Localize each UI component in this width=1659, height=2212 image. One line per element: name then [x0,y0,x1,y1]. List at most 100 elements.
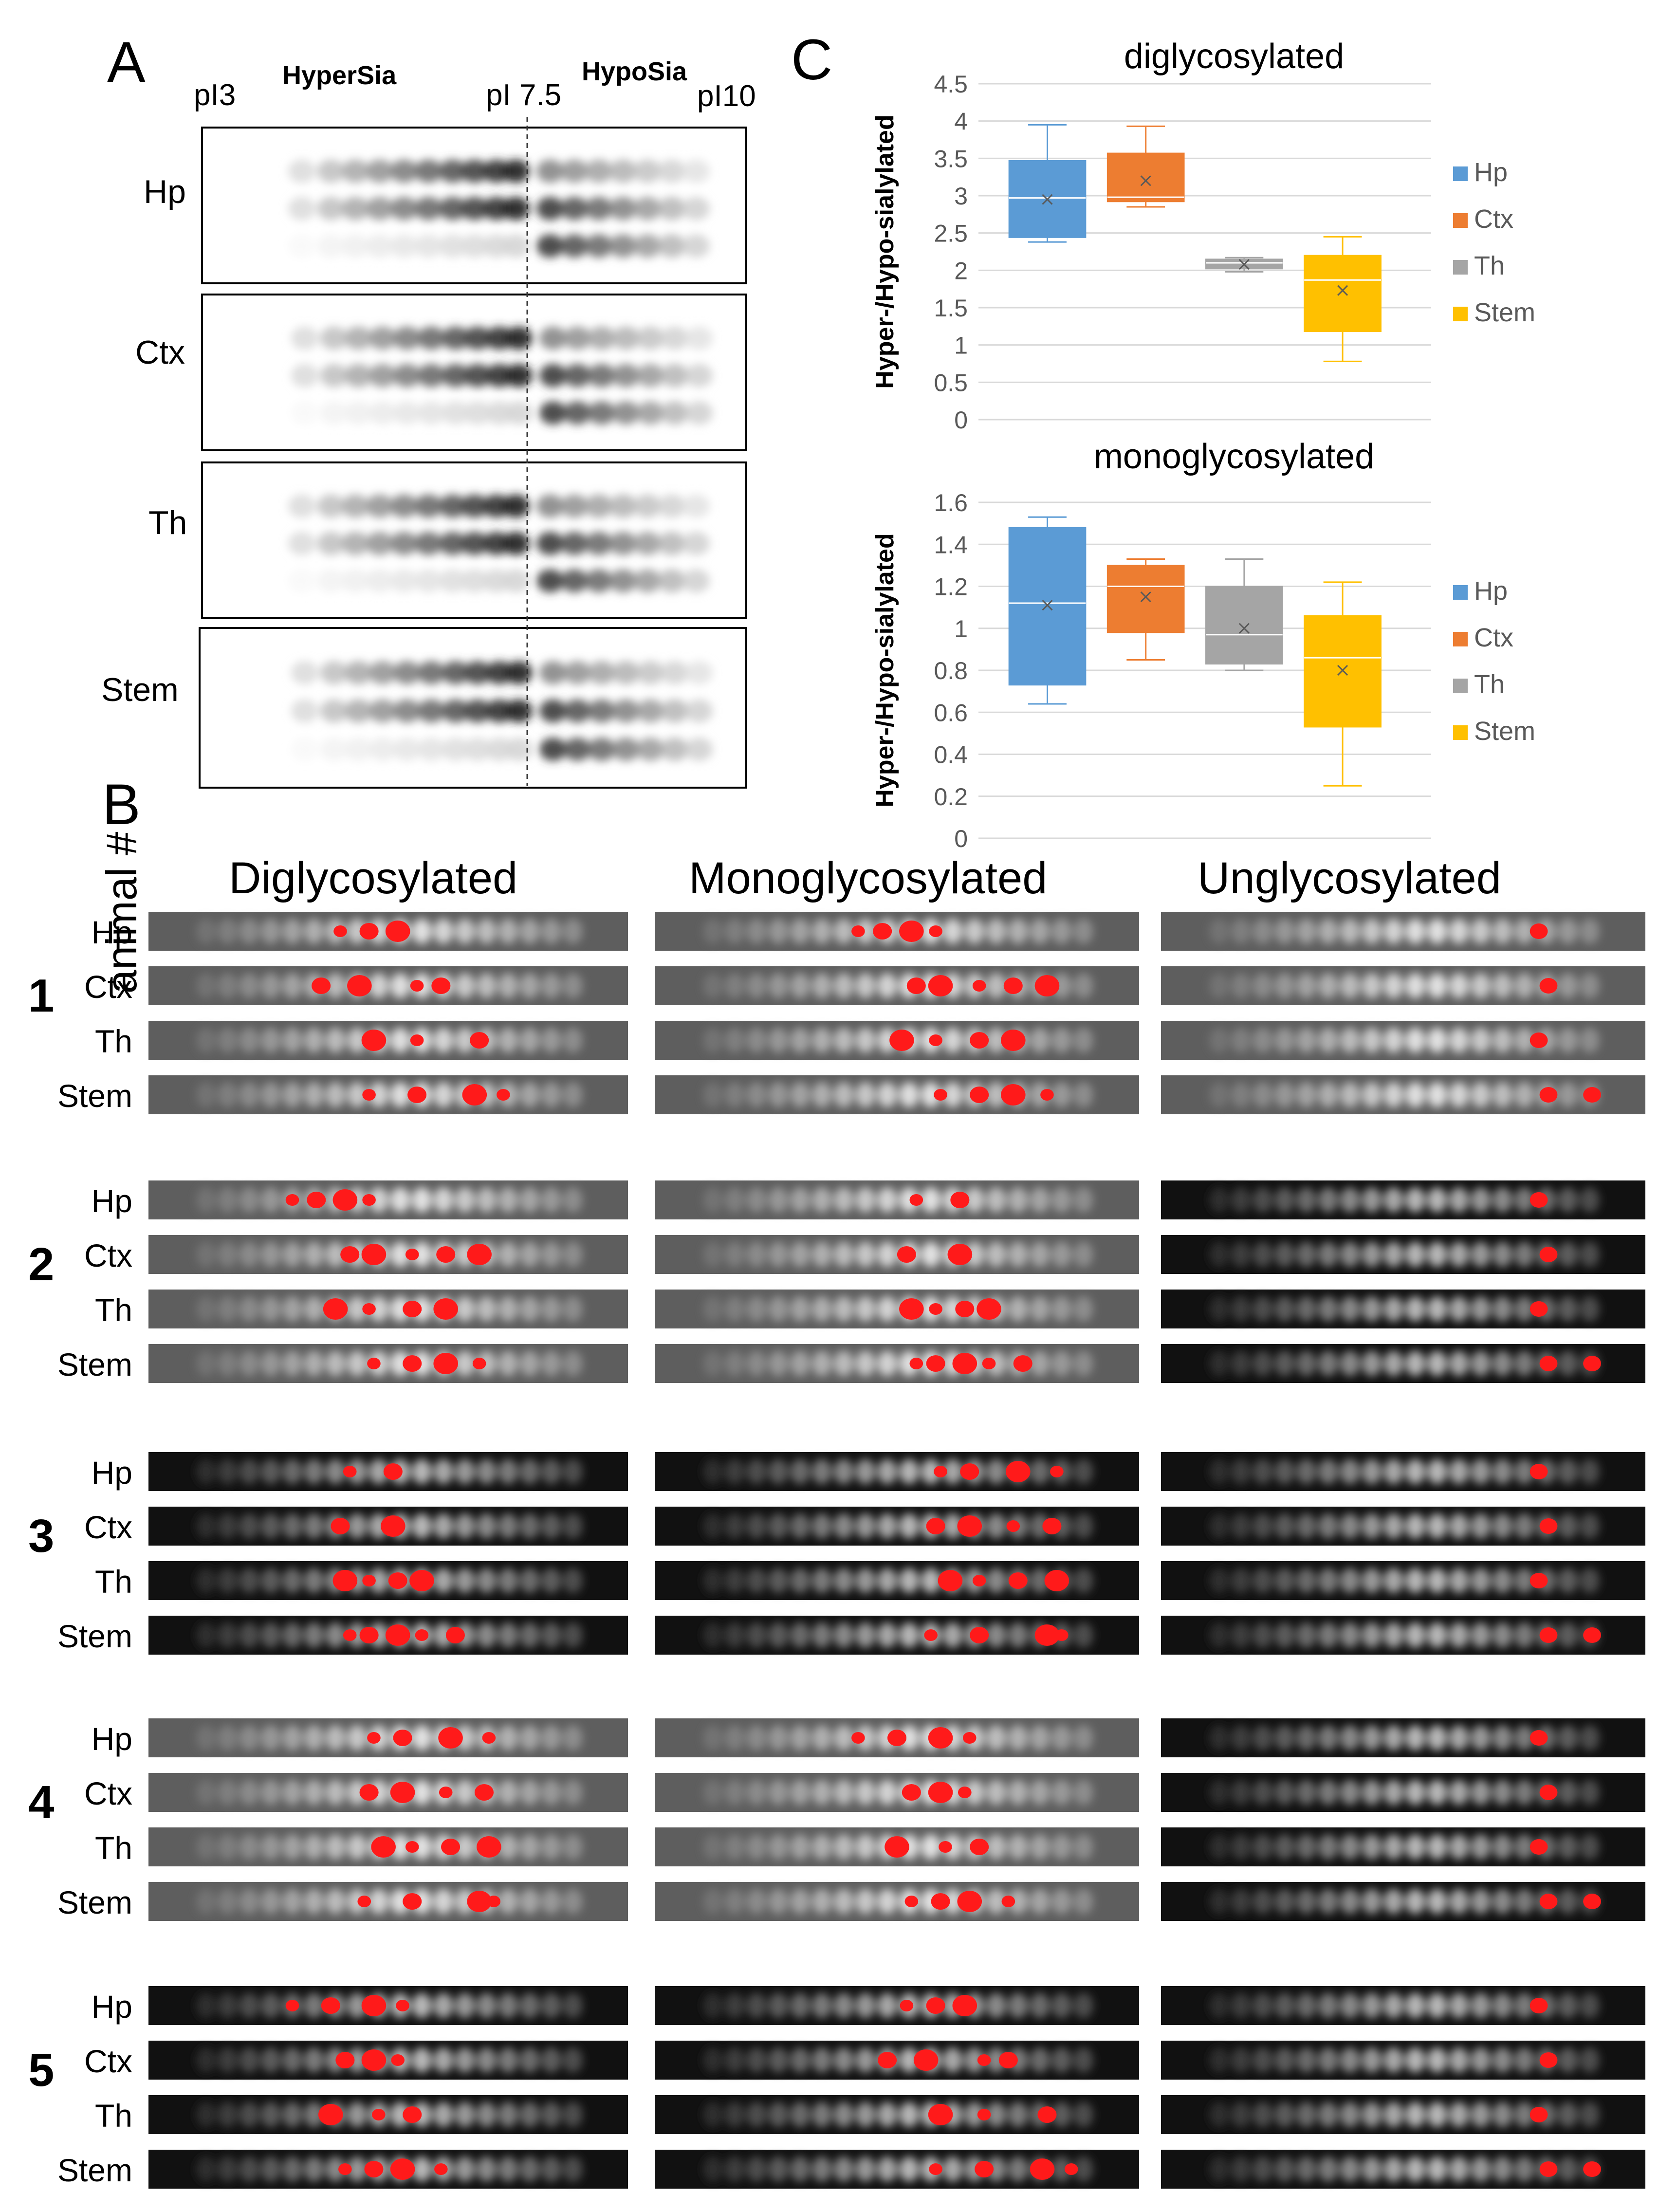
red-spot [1030,2158,1055,2180]
strip-row-label: Th [94,1023,132,1059]
red-spot [462,1084,487,1106]
y-tick-label: 0.5 [934,369,968,396]
strip-diglycosylated [148,1773,628,1812]
gel-spots [291,326,713,425]
strip-row-label: Th [94,1830,132,1866]
red-spot [1044,1570,1069,1591]
animal-number: 2 [28,1238,55,1290]
red-spot [1013,1355,1032,1372]
strip-diglycosylated [148,1075,628,1114]
panel-a-row-label: Th [148,504,187,541]
strip-row-label: Ctx [84,1775,132,1811]
strip-unglycosylated [1161,1561,1645,1600]
strip-diglycosylated [148,1986,628,2025]
legend-stem: Stem [1453,298,1535,327]
strip-diglycosylated [148,912,628,951]
red-spot [385,921,410,942]
strip-monoglycosylated [655,1882,1139,1921]
mean-marker [1140,591,1151,603]
legend-swatch [1453,725,1468,740]
box-th [1205,558,1283,671]
red-spot [926,1355,945,1372]
red-spot [362,1303,376,1315]
red-spot [885,1836,909,1858]
red-spot [403,2106,422,2123]
ph-right-label: pI10 [697,79,756,113]
strip-unglycosylated [1161,1718,1645,1757]
mean-marker [1042,194,1053,205]
red-spot [359,923,379,940]
red-spot [975,2161,994,2177]
box-chart: 0 0.5 1 1.5 2 2.5 3 3.5 4 4.5 diglycosylated Hyper-… [871,37,1535,434]
red-spot [390,1782,415,1803]
red-spot [1530,1032,1548,1048]
red-spot [947,1244,973,1265]
y-tick-label: 0 [954,825,968,852]
col-title-diglycosylated: Diglycosylated [229,853,518,903]
red-spot [477,1836,501,1858]
strip-unglycosylated [1161,1021,1645,1060]
red-spot [909,1358,923,1369]
red-spot [1539,978,1558,994]
red-spot [367,1732,381,1744]
strip-diglycosylated [148,1827,628,1866]
red-spot [487,1896,500,1907]
panel-a-letter: A [107,30,146,94]
red-spot [1006,1520,1020,1532]
strip-monoglycosylated [655,2095,1139,2134]
strip-row-label: Ctx [84,1237,132,1273]
legend-label: Th [1474,251,1505,280]
strip-unglycosylated [1161,2150,1645,2189]
red-spot [362,1194,376,1206]
red-spot [928,1782,953,1803]
strip-monoglycosylated [655,1180,1139,1219]
red-spot [403,1893,422,1910]
strip-diglycosylated [148,1290,628,1328]
gel-box [201,127,747,284]
red-spot [1530,1464,1548,1479]
red-spot [962,1732,977,1744]
red-spot [970,1032,989,1049]
box-ctx [1106,125,1185,208]
strip-row-label: Stem [57,1884,132,1920]
strip-diglycosylated [148,1235,628,1274]
red-spot [285,1194,299,1206]
strip-unglycosylated [1161,1344,1645,1383]
red-spot [318,2104,343,2125]
red-spot [390,2158,415,2180]
red-spot [439,1787,453,1798]
legend-ctx: Ctx [1453,204,1513,234]
red-spot [1530,923,1548,939]
box-body [1106,565,1185,633]
strip-diglycosylated [148,1021,628,1060]
red-spot [307,1192,326,1208]
gel-box [201,461,747,619]
red-spot [929,2163,942,2175]
red-spot [972,980,986,992]
strip-row-label: Hp [91,1721,132,1757]
red-spot [393,1730,412,1746]
red-spot [467,1244,492,1265]
strip-monoglycosylated [655,1235,1139,1274]
box-ctx [1106,558,1185,661]
legend-stem: Stem [1453,717,1535,746]
animal-number: 3 [28,1510,55,1562]
strip-diglycosylated [148,1507,628,1546]
strip-diglycosylated [148,966,628,1005]
legend-swatch [1453,307,1468,321]
strip-row-label: Hp [91,914,132,950]
red-spot [335,2052,355,2068]
red-spot [474,1784,494,1801]
red-spot [467,1891,492,1912]
strip-unglycosylated [1161,2095,1645,2134]
y-tick-label: 1.4 [934,531,968,558]
red-spot [873,923,892,940]
red-spot [372,2109,386,2120]
red-spot [928,2104,953,2125]
red-spot [383,1463,403,1480]
legend-swatch [1453,260,1468,275]
red-spot [340,1246,360,1263]
red-spot [285,2000,299,2011]
strip-diglycosylated [148,1452,628,1491]
red-spot [1530,1730,1548,1746]
